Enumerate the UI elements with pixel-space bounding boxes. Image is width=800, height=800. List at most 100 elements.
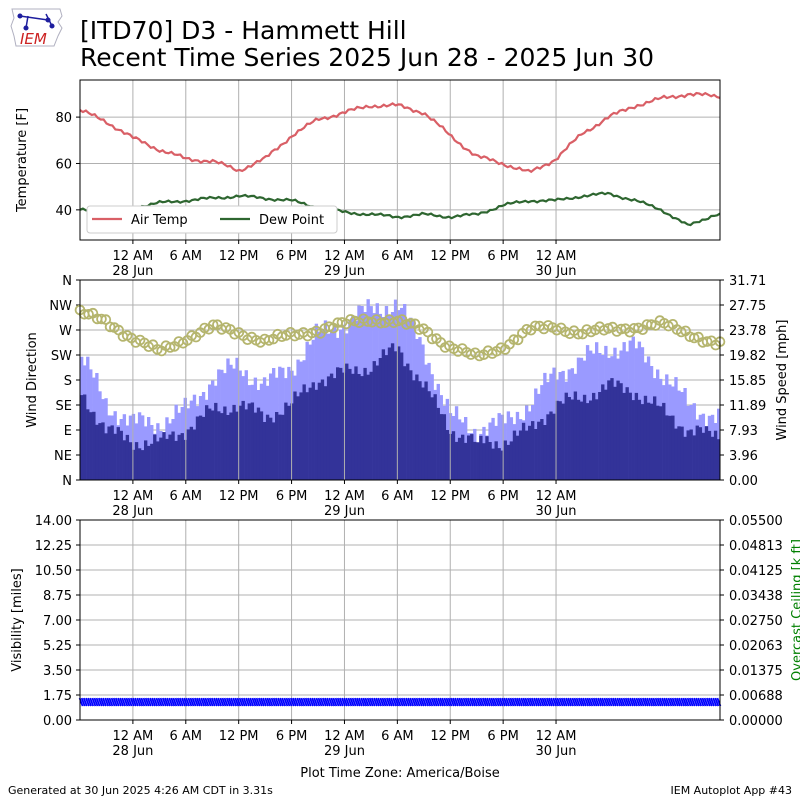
- direction-tick-label: N: [62, 274, 72, 289]
- visibility-point: [614, 697, 619, 707]
- visibility-point: [592, 697, 598, 707]
- wind-gust-bar: [497, 413, 501, 480]
- speed-tick-label: 7.93: [729, 424, 758, 439]
- visibility-point: [80, 697, 86, 707]
- visibility-point: [411, 697, 417, 707]
- visibility-point: [565, 697, 570, 707]
- visibility-point: [445, 697, 451, 707]
- visibility-point: [567, 697, 572, 707]
- wind-speed-bar: [595, 399, 599, 480]
- x-tick-label: 30 Jun: [536, 264, 577, 279]
- wind-speed-bar: [534, 429, 538, 480]
- visibility-point: [490, 697, 496, 707]
- visibility-point: [155, 697, 161, 707]
- visibility-point: [134, 697, 139, 707]
- visibility-point: [364, 697, 370, 707]
- wind-speed-bar: [461, 434, 465, 480]
- visibility-points: [78, 697, 722, 707]
- temperature-axis-label: Temperature [F]: [15, 108, 30, 213]
- wind-speed-bar: [406, 363, 410, 480]
- wind-speed-bar: [521, 422, 526, 480]
- wind-gust-bar: [141, 415, 145, 480]
- wind-speed-bar: [628, 392, 632, 480]
- wind-direction-point: [701, 336, 713, 347]
- wind-speed-bar: [573, 391, 578, 480]
- wind-speed-bar: [610, 378, 614, 480]
- wind-speed-bar: [357, 374, 361, 480]
- visibility-point: [562, 697, 568, 707]
- wind-speed-bar: [491, 448, 495, 480]
- visibility-point: [328, 697, 334, 707]
- wind-speed-bar: [622, 392, 626, 480]
- wind-speed-bar: [165, 438, 169, 480]
- direction-tick-label: NE: [54, 449, 72, 464]
- visibility-tick-label: 5.25: [43, 639, 72, 654]
- wind-direction-point: [164, 342, 176, 353]
- wind-speed-bar: [189, 426, 194, 480]
- visibility-point: [100, 697, 105, 707]
- x-tick-label: 12 AM: [536, 249, 577, 264]
- wind-speed-bar: [412, 380, 416, 480]
- visibility-point: [665, 697, 671, 707]
- visibility-point: [110, 697, 116, 707]
- wind-speed-bar: [616, 380, 620, 480]
- wind-speed-bar: [201, 416, 206, 480]
- wind-speed-bar: [418, 381, 422, 480]
- wind-speed-bar: [101, 422, 105, 480]
- wind-speed-bar: [183, 439, 187, 480]
- wind-speed-bar: [506, 444, 511, 480]
- y-tick-label: 80: [55, 111, 72, 126]
- wind-speed-bar: [305, 392, 309, 480]
- visibility-point: [633, 697, 639, 707]
- wind-speed-bar: [607, 380, 611, 480]
- x-tick-label: 12 PM: [219, 489, 259, 504]
- direction-tick-label: SE: [56, 399, 72, 414]
- wind-speed-bar: [150, 443, 154, 480]
- direction-tick-label: NW: [49, 299, 72, 314]
- visibility-point: [673, 697, 679, 707]
- visibility-plot-frame: [79, 519, 721, 721]
- visibility-point: [586, 697, 592, 707]
- visibility-point: [321, 697, 327, 707]
- visibility-point: [315, 697, 321, 707]
- visibility-point: [682, 697, 688, 707]
- visibility-point: [349, 697, 355, 707]
- visibility-point: [153, 697, 159, 707]
- wind-speed-bar: [235, 411, 239, 480]
- wind-speed-bar: [656, 405, 660, 480]
- wind-speed-bar: [692, 435, 696, 480]
- visibility-point: [302, 697, 308, 707]
- visibility-point: [443, 697, 449, 707]
- visibility-axis-label: Visibility [miles]: [10, 568, 25, 671]
- visibility-point: [597, 697, 602, 707]
- visibility-point: [648, 697, 654, 707]
- wind-speed-bar: [646, 402, 651, 480]
- visibility-point: [541, 697, 547, 707]
- wind-speed-bar: [253, 412, 258, 480]
- wind-speed-bar: [381, 349, 386, 480]
- visibility-point: [503, 697, 508, 707]
- wind-speed-bar: [351, 373, 355, 480]
- wind-speed-bar: [543, 425, 547, 480]
- visibility-point: [202, 697, 208, 707]
- wind-speed-bar: [336, 367, 340, 480]
- wind-speed-bar: [296, 396, 300, 480]
- wind-speed-axis-label: Wind Speed [mph]: [775, 320, 790, 441]
- visibility-point: [89, 697, 95, 707]
- visibility-point: [690, 697, 696, 707]
- wind-speed-bar: [619, 383, 623, 480]
- visibility-point: [607, 697, 613, 707]
- wind-direction-point: [645, 319, 657, 330]
- visibility-point: [281, 697, 287, 707]
- iem-logo-icon[interactable]: IEM: [8, 6, 66, 50]
- visibility-point: [535, 697, 540, 707]
- visibility-point: [533, 697, 538, 707]
- visibility-point: [516, 697, 521, 707]
- wind-speed-bar: [174, 440, 178, 480]
- wind-speed-bar: [275, 412, 279, 480]
- visibility-point: [618, 697, 624, 707]
- wind-direction-point: [521, 323, 532, 335]
- wind-speed-bar: [293, 391, 297, 480]
- wind-speed-bar: [436, 407, 440, 480]
- visibility-point: [507, 697, 513, 707]
